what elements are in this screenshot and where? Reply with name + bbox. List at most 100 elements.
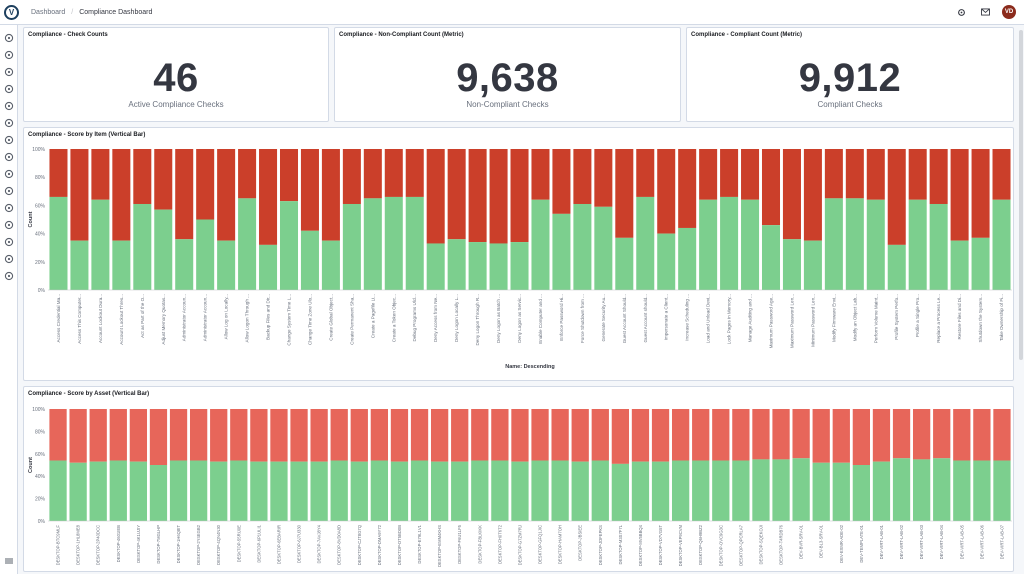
metric-panel-non-compliant: Compliance - Non-Compliant Count (Metric…: [334, 27, 681, 122]
bar-non-compliant: [410, 409, 429, 461]
bar-compliant: [279, 201, 299, 290]
bar-non-compliant: [91, 149, 110, 200]
bar-compliant: [468, 242, 487, 290]
bar-compliant: [636, 196, 655, 290]
siem-icon[interactable]: [4, 220, 14, 230]
chart-panel-score-by-asset: Compliance - Score by Asset (Vertical Ba…: [23, 386, 1014, 572]
app-logo-icon[interactable]: V: [4, 4, 19, 20]
uptime-icon[interactable]: [4, 203, 14, 213]
bar-compliant: [631, 461, 650, 521]
dashboard-icon[interactable]: [4, 84, 14, 94]
x-tick-label: DESKTOP-VEP9CVM: [678, 524, 683, 566]
bar-compliant: [410, 460, 429, 521]
x-tick-label: DESKTOP-7MGLHP: [156, 525, 161, 564]
x-tick-label: Access Credential Ma...: [56, 294, 61, 343]
visualize-icon[interactable]: [4, 67, 14, 77]
avatar[interactable]: VD: [1002, 5, 1016, 19]
bar-compliant: [290, 461, 308, 521]
x-tick-label: DESKTOP-DMA9Y72: [377, 524, 382, 565]
metric-label: Active Compliance Checks: [128, 100, 224, 109]
bar-compliant: [872, 461, 891, 521]
bar-non-compliant: [651, 409, 670, 462]
logs-icon[interactable]: [4, 169, 14, 179]
x-tick-label: Minimum Password Len...: [810, 294, 815, 347]
bar-non-compliant: [321, 149, 340, 241]
bar-non-compliant: [196, 149, 215, 220]
bar-non-compliant: [468, 149, 487, 243]
breadcrumb: Dashboard / Compliance Dashboard: [31, 9, 152, 16]
scrollbar[interactable]: [1019, 30, 1023, 360]
bar-compliant: [720, 196, 739, 290]
x-tick-label: DESKTOP-F6U1LF5: [457, 524, 462, 563]
bar-non-compliant: [803, 149, 822, 241]
bar-non-compliant: [772, 409, 790, 460]
bar-non-compliant: [370, 409, 389, 461]
mail-icon[interactable]: [978, 5, 992, 19]
bar-compliant: [908, 199, 927, 290]
ml-icon[interactable]: [4, 135, 14, 145]
bar-compliant: [426, 243, 445, 290]
bar-compliant: [531, 460, 549, 521]
bar-non-compliant: [720, 149, 739, 197]
management-icon[interactable]: [4, 271, 14, 281]
x-tick-label: DESKTOP-Q6H9BZ2: [698, 524, 703, 565]
y-tick-label: 40%: [35, 232, 46, 238]
x-tick-label: Act as Part of the O...: [140, 294, 145, 338]
bar-compliant: [210, 461, 228, 521]
score-by-asset-chart: 0% 20% 40% 60% 80% 100% Count DESKTOP-BTC9MLF DE…: [28, 407, 1012, 567]
x-tick-label: DESKTOP-1H6Q8IT: [176, 525, 181, 564]
apm-icon[interactable]: [4, 186, 14, 196]
bar-compliant: [571, 461, 589, 521]
bar-compliant: [363, 198, 382, 290]
x-tick-label: DESKTOP-55RIJ0E: [236, 525, 241, 563]
bar-compliant: [405, 196, 424, 290]
x-tick-label: DESKTOP-4QN4N30: [216, 524, 221, 565]
bar-non-compliant: [912, 409, 931, 460]
bar-compliant: [573, 203, 592, 290]
bar-non-compliant: [993, 409, 1011, 461]
bar-non-compliant: [571, 409, 589, 462]
x-tick-label: Account Lockout Dura...: [98, 294, 103, 343]
metric-value: 9,638: [456, 56, 559, 100]
home-icon[interactable]: [4, 33, 14, 43]
bar-non-compliant: [390, 409, 409, 462]
bar-compliant: [154, 209, 173, 290]
bar-non-compliant: [270, 409, 288, 462]
stack-monitoring-icon[interactable]: [4, 254, 14, 264]
bar-compliant: [950, 240, 969, 290]
maps-icon[interactable]: [4, 118, 14, 128]
bar-compliant: [189, 460, 208, 521]
y-axis-label: Count: [28, 457, 34, 473]
bar-compliant: [671, 460, 690, 521]
x-tick-label: Deny Logon Locally L...: [454, 294, 459, 342]
dev-tools-icon[interactable]: [4, 237, 14, 247]
bar-non-compliant: [699, 149, 718, 200]
bar-non-compliant: [149, 409, 168, 465]
bar-non-compliant: [300, 149, 319, 231]
bar-non-compliant: [451, 409, 469, 462]
settings-icon[interactable]: [954, 5, 968, 19]
alerts-icon[interactable]: [4, 101, 14, 111]
x-tick-label: Shutdown the System...: [978, 294, 983, 343]
bar-non-compliant: [230, 409, 248, 461]
x-tick-label: Increase Scheduling ...: [685, 294, 690, 341]
bar-non-compliant: [866, 149, 885, 200]
bar-non-compliant: [238, 149, 257, 199]
bar-compliant: [230, 460, 248, 521]
bar-non-compliant: [852, 409, 871, 465]
discover-icon[interactable]: [4, 50, 14, 60]
bar-compliant: [217, 240, 236, 290]
x-tick-label: DEV-EXMR-ADE-02: [839, 524, 844, 563]
breadcrumb-dashboard-link[interactable]: Dashboard: [31, 8, 66, 16]
bar-non-compliant: [510, 149, 529, 243]
collapse-menu-icon[interactable]: [4, 556, 14, 566]
x-tick-label: Modify an Object Lab...: [852, 294, 857, 341]
bar-compliant: [792, 458, 810, 521]
metric-value: 9,912: [798, 56, 902, 100]
x-tick-label: DESKTOP-4K1UJIY: [136, 525, 141, 563]
bar-non-compliant: [812, 409, 830, 463]
infrastructure-icon[interactable]: [4, 152, 14, 162]
bar-non-compliant: [692, 409, 710, 461]
y-tick-label: 100%: [32, 147, 45, 153]
x-tick-label: DEV-VIRT-LAB-01: [879, 524, 884, 559]
